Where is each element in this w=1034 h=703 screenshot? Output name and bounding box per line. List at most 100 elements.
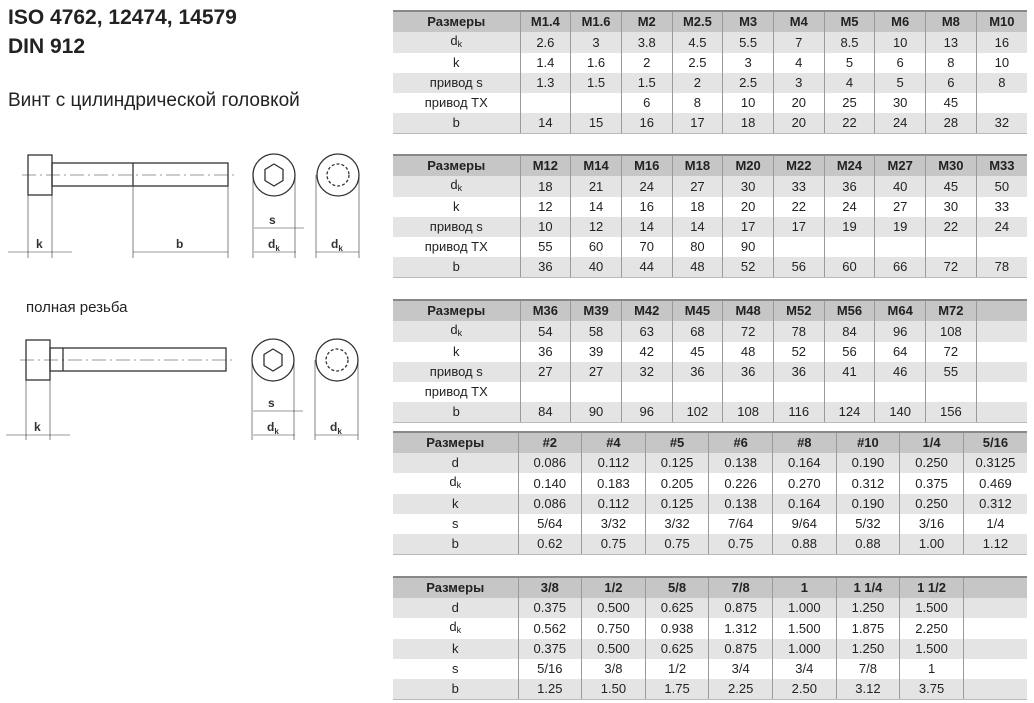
table-cell: 10	[975, 53, 1027, 73]
row-label-text: s	[452, 516, 459, 531]
size-header: M48	[722, 299, 774, 321]
table-cell: 1.500	[772, 618, 837, 639]
row-label: dk	[393, 618, 518, 639]
table-cell: 78	[975, 257, 1027, 278]
table-cell: 5/16	[517, 659, 582, 679]
table-cell: 45	[925, 176, 977, 197]
dk-subscript: k	[338, 244, 343, 253]
table-cell: 0.875	[708, 598, 773, 618]
table-cell: 4	[772, 53, 825, 73]
table-row: dk 18 21 24 27 30 33 36 40 45 50	[393, 176, 1027, 197]
size-table: Размеры #2 #4 #5 #6 #8 #10 1/4 5/16 d 0.086 0.112 0.…	[393, 431, 1027, 555]
table-cell: 80	[671, 237, 723, 257]
table-cell: 20	[722, 197, 774, 217]
size-header: M52	[772, 299, 825, 321]
table-cell: 52	[772, 342, 825, 362]
table-row: привод s 1.3 1.5 1.5 2 2.5 3 4 5 6 8	[393, 73, 1027, 93]
bolt-drawing-partial-thread: k b s dk dk	[8, 153, 360, 258]
row-label-subscript: k	[457, 39, 463, 49]
table-cell: 14	[620, 217, 673, 237]
table-cell: 0.88	[835, 534, 900, 555]
table-cell: 9/64	[772, 514, 837, 534]
table-cell: 72	[925, 342, 977, 362]
size-header: M72	[925, 299, 977, 321]
table-row: d 0.375 0.500 0.625 0.875 1.000 1.250 1.500	[393, 598, 1027, 618]
size-header: M18	[671, 154, 723, 176]
table-cell: 45	[671, 342, 723, 362]
size-header: M10	[975, 10, 1027, 32]
table-cell: 5/64	[517, 514, 582, 534]
table-cell: 116	[772, 402, 825, 423]
table-cell: 8	[925, 53, 977, 73]
table-cell	[519, 382, 571, 402]
table-cell: 60	[823, 257, 875, 278]
table-row: dk 0.562 0.750 0.938 1.312 1.500 1.875 2.250	[393, 618, 1027, 639]
full-thread-caption: полная резьба	[26, 299, 128, 316]
table-cell: 7/8	[835, 659, 900, 679]
size-header: M6	[874, 10, 926, 32]
table-cell: 25	[823, 93, 875, 113]
table-cell: 30	[925, 197, 977, 217]
table-cell: 2.6	[519, 32, 571, 53]
table-cell: 33	[772, 176, 825, 197]
table-cell: 5	[874, 73, 926, 93]
table-cell: 1.875	[835, 618, 900, 639]
table-row: b 36 40 44 48 52 56 60 66 72 78	[393, 257, 1027, 278]
table-cell: 16	[620, 113, 673, 134]
table-cell: 36	[519, 257, 571, 278]
b-dimension-label: b	[176, 237, 183, 251]
row-label-text: d	[451, 600, 459, 615]
table-cell: 24	[620, 176, 673, 197]
row-label: dk	[393, 176, 521, 197]
table-row: b 14 15 16 17 18 20 22 24 28 32	[393, 113, 1027, 134]
row-label: dk	[393, 321, 521, 342]
size-header: #2	[517, 431, 582, 453]
table-cell: 140	[874, 402, 926, 423]
table-cell: 21	[570, 176, 622, 197]
table-cell: 10	[722, 93, 774, 113]
table-cell: 1.500	[899, 598, 964, 618]
size-header: 1	[772, 576, 837, 598]
size-header: 1 1/2	[899, 576, 964, 598]
size-header: M3	[722, 10, 774, 32]
table-cell: 58	[570, 321, 622, 342]
table-cell: 1.00	[899, 534, 964, 555]
table-row: b 1.25 1.50 1.75 2.25 2.50 3.12 3.75	[393, 679, 1027, 700]
table-header-row: Размеры 3/8 1/2 5/8 7/8 1 1 1/4 1 1/2	[393, 576, 1027, 598]
size-header: 3/8	[517, 576, 582, 598]
table-cell: 3	[772, 73, 825, 93]
table-cell: 63	[620, 321, 673, 342]
row-label: b	[393, 534, 518, 555]
dk-subscript: k	[274, 427, 279, 436]
table-cell: 6	[620, 93, 673, 113]
table-cell: 0.875	[708, 639, 773, 659]
table-cell: 0.62	[517, 534, 582, 555]
row-label-text: привод s	[429, 219, 483, 234]
table-cell: 3.75	[899, 679, 964, 700]
table-cell: 8.5	[823, 32, 875, 53]
table-cell: 22	[823, 113, 875, 134]
table-cell: 14	[570, 197, 622, 217]
row-label-subscript: k	[456, 480, 462, 490]
table-header-row: Размеры M12 M14 M16 M18 M20 M22 M24 M27 M30 M33	[393, 154, 1027, 176]
table-cell: 36	[722, 362, 774, 382]
table-cell: 30	[722, 176, 774, 197]
table-cell: 16	[620, 197, 673, 217]
table-cell: 0.75	[644, 534, 709, 555]
dk-subscript: k	[337, 427, 342, 436]
table-cell: 32	[975, 113, 1027, 134]
size-header: M16	[620, 154, 673, 176]
row-label-text: b	[451, 681, 459, 696]
table-cell: 4	[823, 73, 875, 93]
table-cell: 64	[874, 342, 926, 362]
table-cell: 52	[722, 257, 774, 278]
table-row: b 84 90 96 102 108 116 124 140 156	[393, 402, 1027, 423]
dk-dimension-label-full-torx: dk	[330, 420, 342, 436]
size-header: M42	[620, 299, 673, 321]
table-cell	[975, 237, 1027, 257]
header-label: Размеры	[393, 431, 518, 453]
dk-dimension-label-torx: dk	[331, 237, 343, 253]
table-cell	[925, 382, 977, 402]
table-cell: 1/4	[962, 514, 1027, 534]
size-table: Размеры 3/8 1/2 5/8 7/8 1 1 1/4 1 1/2 d 0.375 0.50…	[393, 576, 1027, 700]
